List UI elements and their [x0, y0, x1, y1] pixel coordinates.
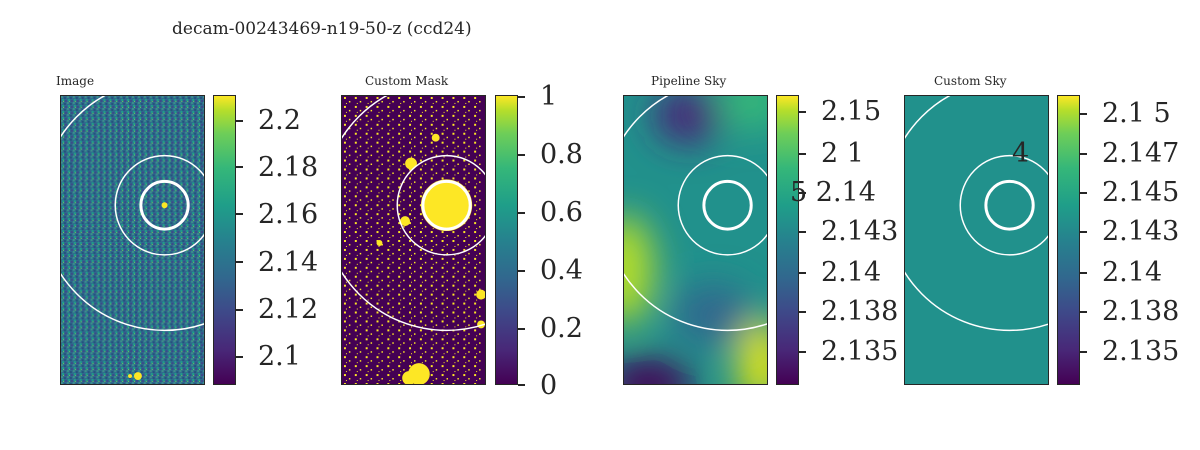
colorbar-tick-label: 2.135	[821, 336, 899, 367]
colorbar-tick-label: 2.14	[1102, 257, 1163, 288]
colorbar-tick-label: 2.143	[821, 216, 899, 247]
colorbar-tick	[799, 272, 806, 274]
colorbar-tick	[799, 192, 806, 194]
colorbar-tick	[1080, 153, 1087, 155]
colorbar-tick	[518, 154, 525, 156]
panel-title-custom-mask: Custom Mask	[365, 74, 449, 88]
image-colorbar	[213, 95, 236, 385]
pipeline-sky-colorbar	[776, 95, 799, 385]
colorbar-tick-label: 0.8	[540, 139, 583, 170]
colorbar-tick	[518, 328, 525, 330]
colorbar-tick	[799, 311, 806, 313]
colorbar-tick	[518, 270, 525, 272]
custom-sky-colorbar	[1057, 95, 1080, 385]
custom-mask-colorbar	[495, 95, 518, 385]
pipeline-sky-heatmap	[623, 95, 768, 385]
colorbar-tick-label: 2.16	[258, 199, 319, 230]
colorbar-tick	[236, 309, 243, 311]
colorbar-tick	[1080, 272, 1087, 274]
colorbar-tick	[1080, 311, 1087, 313]
custom-sky-heatmap	[904, 95, 1049, 385]
colorbar-tick-label: 0.2	[540, 313, 583, 344]
colorbar-tick-label: 2.138	[1102, 296, 1180, 327]
colorbar-tick	[799, 153, 806, 155]
colorbar-tick	[236, 166, 243, 168]
colorbar-tick-label: 2.14	[258, 247, 319, 278]
colorbar-tick	[518, 212, 525, 214]
panel-title-custom-sky: Custom Sky	[934, 74, 1007, 88]
colorbar-tick-label: 2.1	[258, 341, 301, 372]
colorbar-tick-label: 4	[1012, 138, 1030, 169]
colorbar-tick-label: 2.147	[1102, 138, 1180, 169]
figure-title: decam-00243469-n19-50-z (ccd24)	[172, 19, 472, 39]
colorbar-tick	[799, 351, 806, 353]
panel-title-image: Image	[56, 74, 95, 88]
colorbar-tick-label: 2.138	[821, 296, 899, 327]
colorbar-tick-label: 0.6	[540, 197, 583, 228]
colorbar-tick-label: 0.4	[540, 255, 583, 286]
colorbar-tick-label: 2.15	[821, 96, 882, 127]
colorbar-tick	[799, 111, 806, 113]
custom-mask-heatmap	[341, 95, 486, 385]
image-heatmap	[60, 95, 205, 385]
colorbar-tick-label: 2.18	[258, 152, 319, 183]
colorbar-tick-label: 2.1 5	[1102, 98, 1171, 129]
colorbar-tick-label: 2.135	[1102, 336, 1180, 367]
colorbar-tick-label: 5 2.14	[790, 177, 876, 208]
colorbar-tick	[799, 231, 806, 233]
colorbar-tick	[518, 96, 525, 98]
colorbar-tick-label: 2.2	[258, 105, 301, 136]
colorbar-tick	[518, 384, 525, 386]
colorbar-tick	[1080, 231, 1087, 233]
colorbar-tick-label: 2.14	[821, 257, 882, 288]
colorbar-tick	[1080, 351, 1087, 353]
colorbar-tick	[1080, 192, 1087, 194]
colorbar-tick	[236, 120, 243, 122]
colorbar-tick	[236, 356, 243, 358]
colorbar-tick-label: 1	[540, 81, 558, 112]
panel-title-pipeline-sky: Pipeline Sky	[651, 74, 727, 88]
colorbar-tick	[236, 261, 243, 263]
colorbar-tick	[236, 213, 243, 215]
colorbar-tick-label: 2.145	[1102, 177, 1180, 208]
colorbar-tick-label: 2.143	[1102, 216, 1180, 247]
colorbar-tick-label: 2.12	[258, 294, 319, 325]
colorbar-tick	[1080, 113, 1087, 115]
colorbar-tick-label: 0	[540, 370, 558, 401]
colorbar-tick-label: 2 1	[821, 138, 864, 169]
